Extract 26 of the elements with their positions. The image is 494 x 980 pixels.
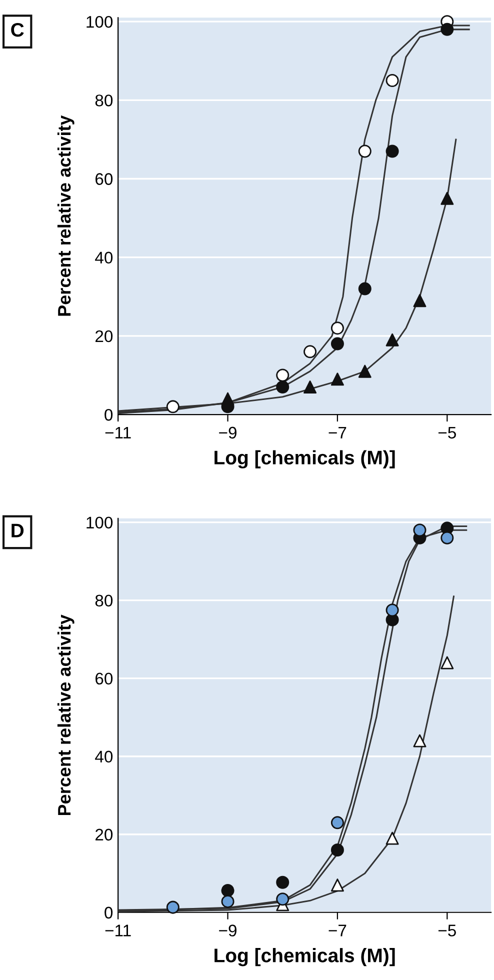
- y-tick-label: 40: [95, 252, 113, 264]
- y-tick-label: 20: [96, 828, 113, 841]
- x-tick-label: −7: [328, 924, 346, 936]
- y-tick-label: 80: [95, 94, 113, 106]
- chart-title: D: [12, 524, 24, 538]
- x-tick-label: −9: [219, 924, 236, 936]
- x-tick-label: −11: [105, 924, 131, 936]
- y-tick-label: 20: [96, 330, 113, 342]
- y-tick-label: 80: [95, 594, 113, 607]
- x-tick-label: −11: [105, 426, 131, 438]
- x-tick-label: −7: [328, 426, 346, 438]
- y-axis-title: Percent relative activity: [57, 614, 74, 816]
- chart-title: C: [11, 22, 24, 37]
- y-tick-label: 0: [104, 408, 113, 421]
- y-axis-title: Percent relative activity: [57, 115, 74, 316]
- y-tick-label: 100: [86, 516, 113, 529]
- x-tick-label: −9: [219, 426, 236, 439]
- y-tick-label: 0: [104, 906, 113, 919]
- y-tick-label: 60: [96, 672, 113, 685]
- x-tick-label: −5: [438, 426, 456, 439]
- y-tick-label: 100: [86, 16, 113, 28]
- x-axis-title: Log [chemicals (M)]: [214, 948, 395, 966]
- y-tick-label: 40: [95, 750, 113, 763]
- y-tick-label: 60: [96, 173, 113, 185]
- x-tick-label: −5: [438, 924, 456, 936]
- x-axis-title: Log [chemicals (M)]: [214, 450, 395, 468]
